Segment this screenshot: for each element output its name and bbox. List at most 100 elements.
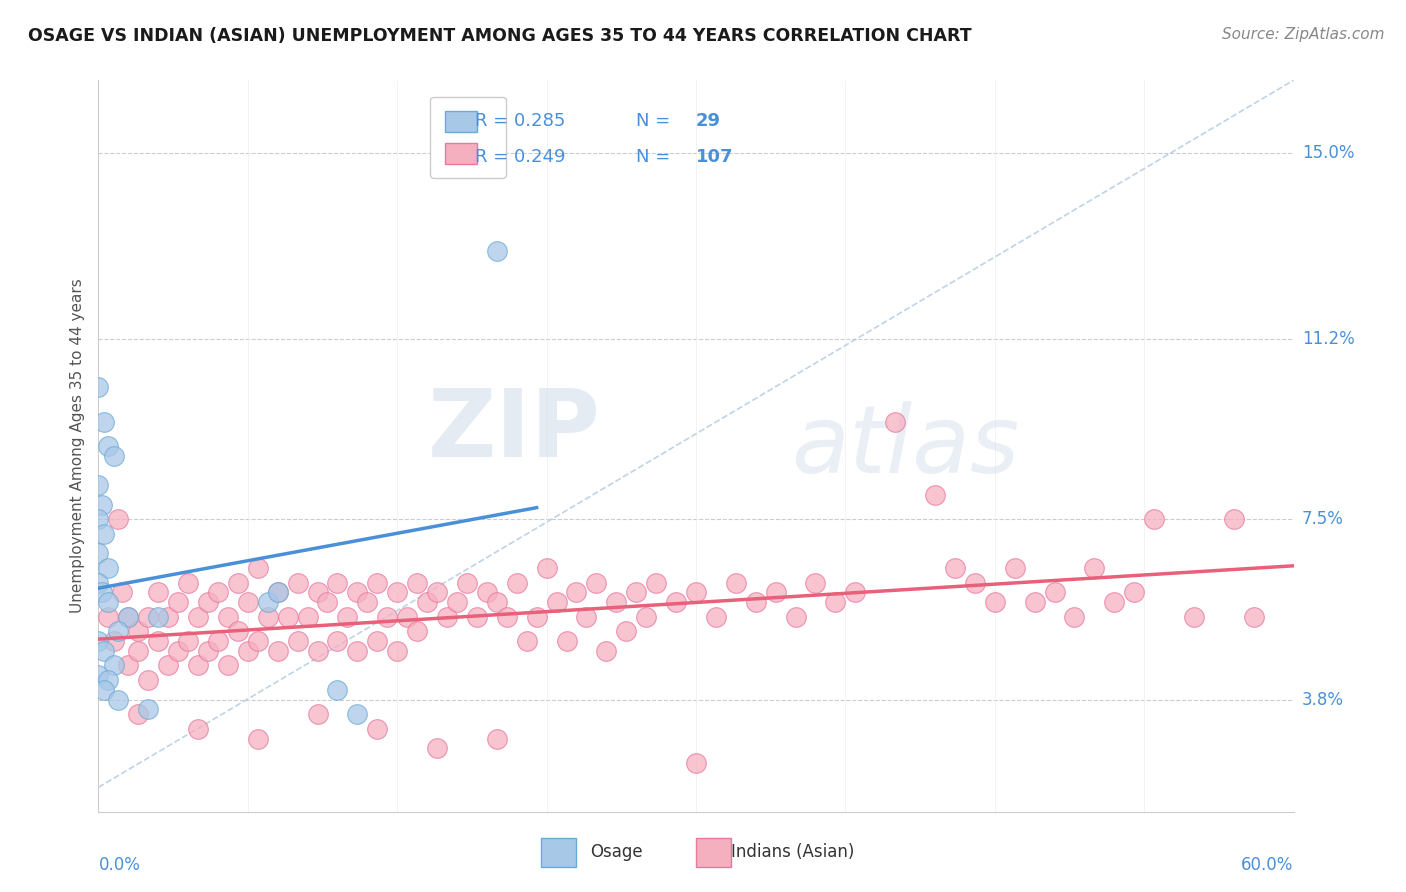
Point <box>297 609 319 624</box>
Point <box>356 595 378 609</box>
Point <box>516 634 538 648</box>
Point <box>148 609 170 624</box>
Point <box>346 644 368 658</box>
Point <box>167 644 190 658</box>
Point <box>426 741 449 756</box>
Point <box>93 644 115 658</box>
Point <box>307 644 329 658</box>
Point <box>217 658 239 673</box>
Point <box>267 585 290 599</box>
Point <box>336 609 359 624</box>
Point <box>177 575 200 590</box>
Point <box>217 609 239 624</box>
Point <box>406 624 429 639</box>
Point <box>187 609 209 624</box>
Point <box>136 609 159 624</box>
Y-axis label: Unemployment Among Ages 35 to 44 years: Unemployment Among Ages 35 to 44 years <box>69 278 84 614</box>
Point <box>256 595 278 609</box>
Point <box>665 595 688 609</box>
Text: 15.0%: 15.0% <box>1302 145 1354 162</box>
Point <box>844 585 866 599</box>
Text: OSAGE VS INDIAN (ASIAN) UNEMPLOYMENT AMONG AGES 35 TO 44 YEARS CORRELATION CHART: OSAGE VS INDIAN (ASIAN) UNEMPLOYMENT AMO… <box>28 27 972 45</box>
Point <box>1123 585 1146 599</box>
Point <box>565 585 588 599</box>
Point <box>526 609 548 624</box>
Point <box>246 731 269 746</box>
Point <box>127 707 149 722</box>
Point <box>475 585 498 599</box>
Point <box>148 634 170 648</box>
Text: ZIP: ZIP <box>427 385 600 477</box>
Point <box>465 609 488 624</box>
Point <box>117 658 139 673</box>
Point <box>963 575 986 590</box>
Point <box>943 561 966 575</box>
Point <box>406 575 429 590</box>
Text: N =: N = <box>637 112 671 129</box>
Point <box>485 244 508 258</box>
Point <box>107 624 129 639</box>
Text: R = 0.249: R = 0.249 <box>475 148 565 166</box>
Point <box>148 585 170 599</box>
Point <box>91 585 114 599</box>
Point <box>107 512 129 526</box>
Point <box>316 595 339 609</box>
Point <box>346 585 368 599</box>
Text: 107: 107 <box>696 148 734 166</box>
Point <box>93 415 115 429</box>
Point <box>326 575 349 590</box>
Point <box>575 609 598 624</box>
Point <box>97 561 120 575</box>
Point <box>506 575 529 590</box>
Text: 29: 29 <box>696 112 721 129</box>
Point <box>236 644 259 658</box>
Point <box>1243 609 1265 624</box>
Point <box>103 449 125 463</box>
Point <box>87 380 110 394</box>
Text: 60.0%: 60.0% <box>1241 855 1294 873</box>
Point <box>246 634 269 648</box>
Point <box>485 595 508 609</box>
Text: 7.5%: 7.5% <box>1302 510 1344 528</box>
Point <box>97 673 120 687</box>
Point <box>177 634 200 648</box>
Point <box>1043 585 1066 599</box>
Point <box>1004 561 1026 575</box>
Point <box>267 644 290 658</box>
Point <box>187 658 209 673</box>
Point <box>326 634 349 648</box>
Point <box>267 585 290 599</box>
Point <box>605 595 627 609</box>
Text: Osage: Osage <box>591 843 643 861</box>
Point <box>385 644 409 658</box>
Point <box>804 575 827 590</box>
Point <box>187 722 209 736</box>
Point <box>197 644 219 658</box>
Legend: , : , <box>430 96 506 178</box>
Point <box>226 624 249 639</box>
Point <box>824 595 846 609</box>
Point <box>446 595 468 609</box>
Point <box>91 498 114 512</box>
Point <box>97 609 120 624</box>
Point <box>226 575 249 590</box>
Point <box>685 585 707 599</box>
Point <box>326 682 349 697</box>
Point <box>87 668 110 682</box>
Point <box>167 595 190 609</box>
Point <box>724 575 747 590</box>
Point <box>127 624 149 639</box>
Point <box>111 585 134 599</box>
Point <box>157 658 180 673</box>
Text: 3.8%: 3.8% <box>1302 690 1344 708</box>
Text: 0.0%: 0.0% <box>98 855 141 873</box>
Point <box>765 585 787 599</box>
Point <box>536 561 558 575</box>
Point <box>207 585 229 599</box>
Point <box>246 561 269 575</box>
Point <box>785 609 807 624</box>
Point <box>585 575 607 590</box>
Text: Indians (Asian): Indians (Asian) <box>731 843 855 861</box>
Point <box>307 585 329 599</box>
Point <box>485 731 508 746</box>
